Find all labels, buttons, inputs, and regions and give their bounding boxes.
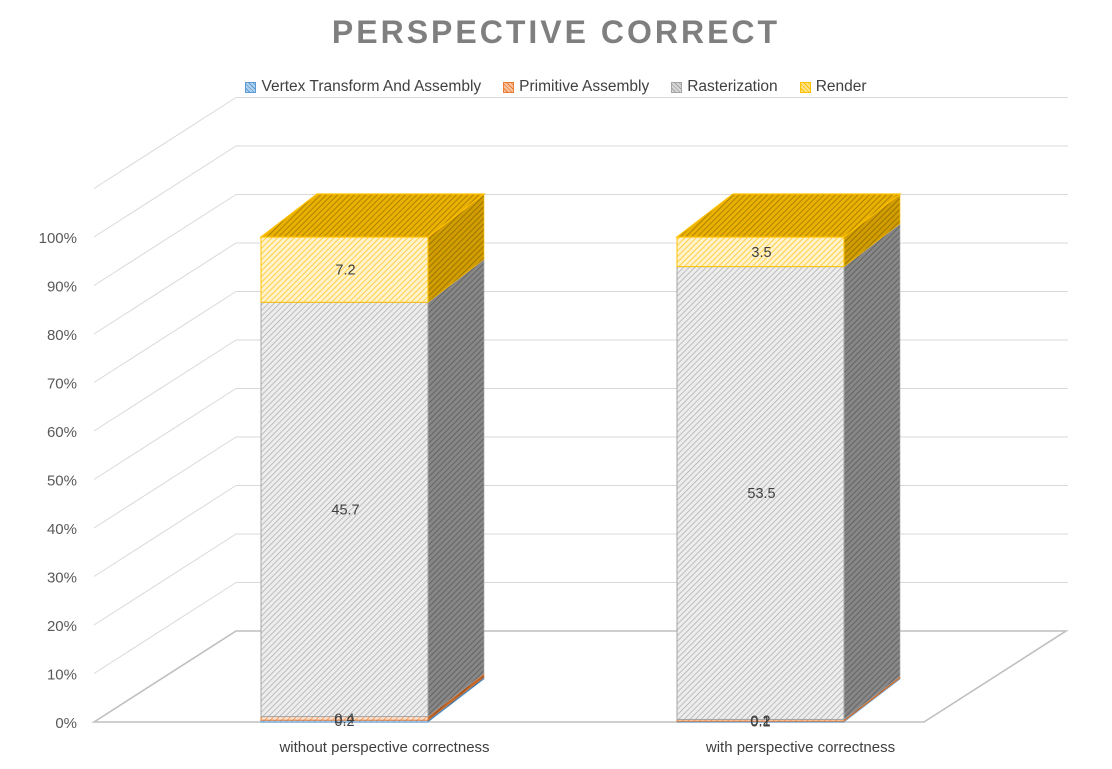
side-gridline xyxy=(93,436,237,529)
y-tick-label: 70% xyxy=(47,376,77,393)
data-label-render: 7.2 xyxy=(335,263,355,279)
side-gridline xyxy=(93,339,237,432)
y-tick-label: 30% xyxy=(47,570,77,587)
y-tick-label: 90% xyxy=(47,279,77,296)
side-gridline xyxy=(93,97,237,189)
data-label-primitive-assembly: 0.2 xyxy=(750,713,770,729)
bar-segment-render xyxy=(676,236,845,268)
legend-swatch-rasterization xyxy=(671,81,683,93)
legend-item-render: Render xyxy=(799,78,867,96)
side-gridline xyxy=(93,145,237,238)
bar-side-rasterization xyxy=(843,223,901,721)
legend-item-rasterization: Rasterization xyxy=(671,78,778,96)
bar-without-perspective-correctness: 0.20.4 45.7 7.2 xyxy=(259,193,486,730)
data-label-rasterization: 53.5 xyxy=(747,486,775,502)
side-gridline xyxy=(93,388,237,480)
bar-with-perspective-correctness: 0.10.2 53.5 3.5 xyxy=(675,193,902,731)
floor xyxy=(91,630,1069,723)
side-gridline xyxy=(93,291,237,383)
chart-title: PERSPECTIVE CORRECT xyxy=(331,14,781,50)
side-gridline xyxy=(93,582,237,674)
legend-label: Vertex Transform And Assembly xyxy=(261,78,482,95)
legend-label: Rasterization xyxy=(687,78,778,95)
y-tick-label: 40% xyxy=(47,521,77,538)
bar-segment-rasterization xyxy=(260,301,429,718)
bar-side-rasterization xyxy=(427,258,485,718)
gridlines xyxy=(91,97,1069,723)
y-tick-label: 0% xyxy=(55,715,77,732)
bar-top-render xyxy=(675,193,902,238)
data-label-render: 3.5 xyxy=(751,245,771,261)
data-label-primitive-assembly: 0.4 xyxy=(334,711,354,727)
legend-label: Primitive Assembly xyxy=(519,78,650,95)
legend-label: Render xyxy=(815,78,867,95)
legend-item-vertex-transform-and-assembly: Vertex Transform And Assembly xyxy=(245,78,481,96)
side-gridline xyxy=(93,194,237,286)
side-gridline xyxy=(93,533,237,626)
legend-swatch-vertex-transform-and-assembly xyxy=(245,81,257,93)
legend-swatch-render xyxy=(799,81,811,93)
x-tick-label: without perspective correctness xyxy=(278,739,489,756)
data-label-vertex-transform-and-assembly: 0.1 xyxy=(750,715,770,731)
y-tick-label: 50% xyxy=(47,473,77,490)
side-gridline xyxy=(93,242,237,335)
x-tick-label: with perspective correctness xyxy=(705,739,895,756)
y-tick-label: 100% xyxy=(39,230,77,247)
y-tick-label: 60% xyxy=(47,424,77,441)
data-label-rasterization: 45.7 xyxy=(331,502,359,518)
bar-top-render xyxy=(259,193,486,238)
y-tick-label: 10% xyxy=(47,667,77,684)
bar-segment-rasterization xyxy=(676,266,845,720)
y-tick-label: 80% xyxy=(47,327,77,344)
legend-item-primitive-assembly: Primitive Assembly xyxy=(503,78,649,96)
y-tick-label: 20% xyxy=(47,618,77,635)
legend: Vertex Transform And Assembly Primitive A… xyxy=(0,78,1112,96)
side-gridline xyxy=(93,485,237,577)
data-label-vertex-transform-and-assembly: 0.2 xyxy=(334,714,354,730)
legend-swatch-primitive-assembly xyxy=(503,81,515,93)
